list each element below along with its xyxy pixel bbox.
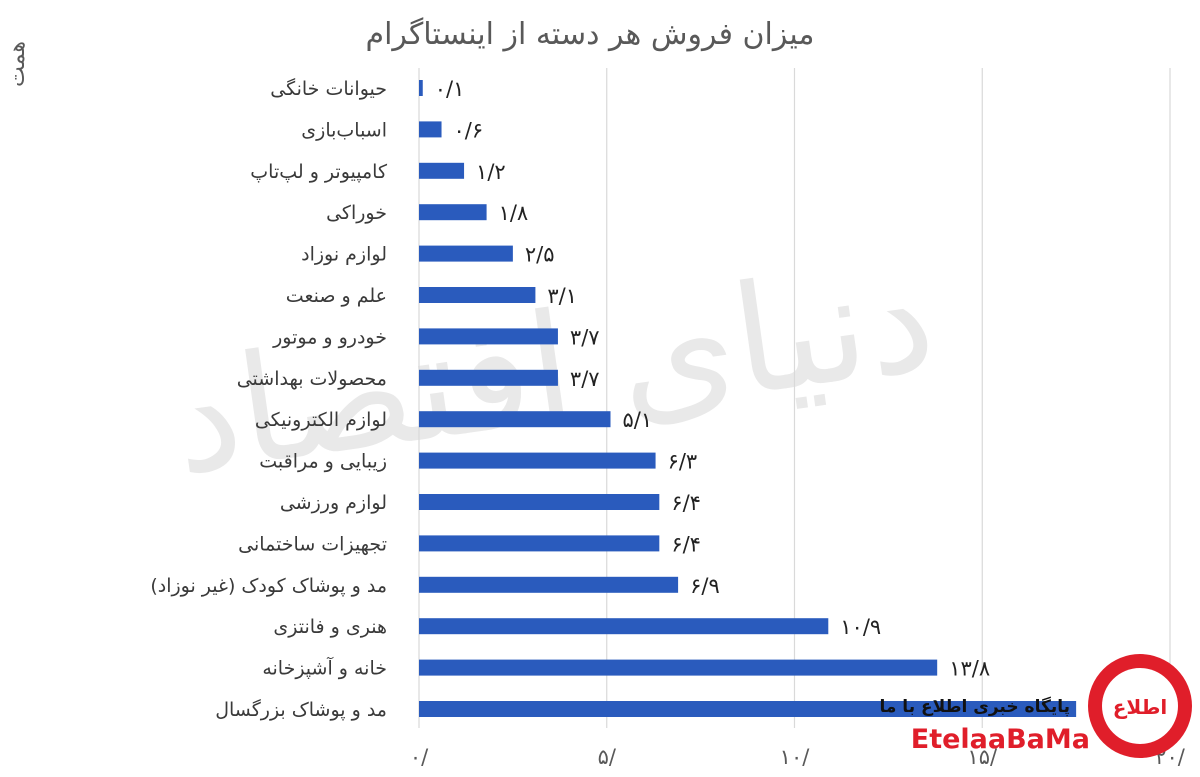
y-axis-label: همت — [5, 41, 30, 87]
value-label: ۶/۹ — [690, 574, 720, 598]
category-label: اسباب‌بازی — [301, 119, 387, 141]
value-label: ۱/۲ — [476, 160, 506, 184]
category-label: لوازم نوزاد — [301, 244, 387, 266]
bar — [419, 80, 423, 96]
category-label: مد و پوشاک بزرگسال — [215, 698, 387, 721]
value-label: ۳/۱ — [547, 284, 577, 308]
category-label: لوازم ورزشی — [280, 492, 387, 514]
category-label: هنری و فانتزی — [273, 616, 387, 638]
bar — [419, 411, 611, 428]
bar — [419, 659, 938, 676]
bar — [419, 701, 1077, 717]
category-label: حیوانات خانگی — [270, 77, 387, 100]
bar — [419, 618, 829, 635]
bar — [419, 245, 513, 262]
bar — [419, 576, 679, 593]
bar — [419, 535, 660, 552]
bar — [419, 204, 487, 221]
value-label: ۶/۴ — [671, 532, 701, 556]
bar — [419, 369, 558, 386]
bar — [419, 287, 536, 303]
category-label: لوازم الکترونیکی — [255, 409, 387, 431]
value-label: ۲/۵ — [525, 243, 555, 267]
value-label: ۶/۴ — [671, 491, 701, 515]
bar — [419, 328, 558, 345]
category-label: خودرو و موتور — [272, 326, 387, 348]
chart-title: میزان فروش هر دسته از اینستاگرام — [366, 17, 815, 52]
value-labels: ۰/۱ ۰/۶ ۱/۲ ۱/۸ ۲/۵ ۳/۱ ۳/۷ ۳/۷ ۵/۱ ۶/۳ ۶/۴ ۶/۴ ۶/۹ ۱… — [435, 77, 990, 681]
logo-brand: EtelaaBaMa — [911, 724, 1090, 755]
value-label: ۱/۸ — [499, 201, 529, 225]
category-label: تجهیزات ساختمانی — [238, 533, 387, 555]
logo-site-name: پایگاه خبری اطلاع با ما — [879, 696, 1070, 717]
bar — [419, 452, 656, 469]
bar — [419, 162, 465, 179]
bar — [419, 121, 442, 138]
category-label: کامپیوتر و لپ‌تاپ — [250, 161, 388, 183]
value-label: ۰/۶ — [454, 118, 484, 142]
category-label: زیبایی و مراقبت — [259, 451, 387, 473]
value-label: ۳/۷ — [570, 325, 600, 349]
value-label: ۰/۱ — [435, 77, 465, 101]
value-label: ۱۰/۹ — [840, 615, 881, 639]
category-label: مد و پوشاک کودک (غیر نوزاد) — [150, 575, 387, 597]
x-tick-label: ۱۰/ — [780, 745, 811, 769]
bar — [419, 494, 660, 510]
value-label: ۵/۱ — [623, 408, 653, 432]
category-label: محصولات بهداشتی — [237, 368, 387, 390]
category-labels: حیوانات خانگی اسباب‌بازی کامپیوتر و لپ‌تاپ… — [150, 77, 388, 721]
x-tick-label: ۵/ — [598, 745, 617, 769]
category-label: خوراکی — [326, 202, 387, 224]
x-tick-label: ۱۵/ — [967, 745, 998, 769]
category-label: خانه و آشپزخانه — [262, 656, 387, 680]
value-label: ۶/۳ — [668, 450, 698, 474]
bars — [419, 80, 1077, 717]
value-label: ۳/۷ — [570, 367, 600, 391]
site-logo: اطلاع پایگاه خبری اطلاع با ما EtelaaBaMa — [879, 654, 1192, 758]
x-tick-label: ۰/ — [410, 745, 429, 769]
category-label: علم و صنعت — [286, 285, 387, 307]
value-label: ۱۳/۸ — [949, 657, 990, 681]
logo-mark: اطلاع — [1113, 695, 1168, 719]
